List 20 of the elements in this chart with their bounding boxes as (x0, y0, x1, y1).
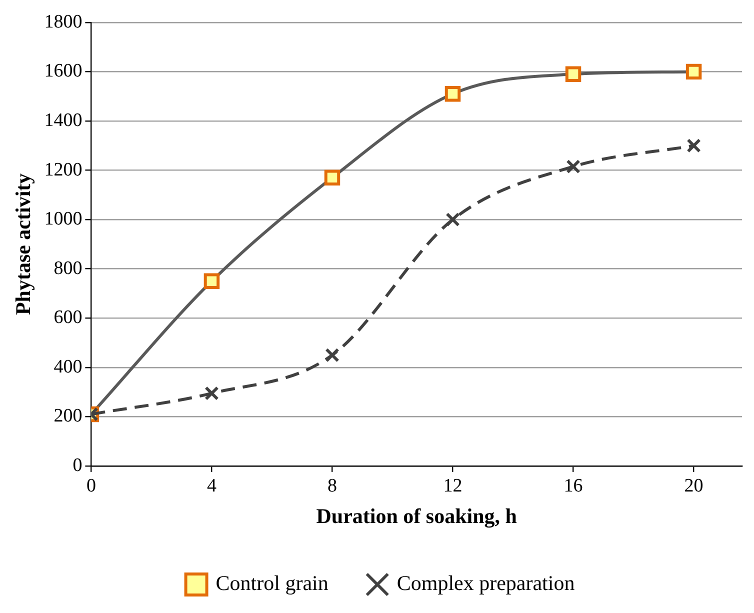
legend-label: Control grain (216, 571, 329, 596)
y-tick-label: 800 (54, 258, 82, 279)
x-tick-label: 16 (564, 475, 583, 496)
x-axis-title: Duration of soaking, h (316, 504, 518, 528)
y-tick-label: 600 (54, 307, 82, 328)
x-tick-label: 12 (443, 475, 462, 496)
x-tick-label: 0 (86, 475, 96, 496)
y-tick-label: 0 (72, 454, 82, 476)
y-tick-label: 200 (54, 406, 82, 427)
y-tick-label: 1800 (44, 11, 82, 32)
y-tick-label: 1000 (44, 208, 82, 230)
y-axis-title: Phytase activity (11, 172, 36, 316)
y-tick-label: 1400 (44, 110, 82, 131)
y-tick-label: 400 (54, 356, 82, 378)
x-tick-label: 20 (684, 475, 704, 496)
y-tick-label: 1200 (44, 159, 82, 180)
x-tick-label: 4 (206, 475, 217, 496)
x-tick-label: 8 (327, 475, 337, 496)
y-tick-label: 1600 (44, 60, 82, 82)
legend-label: Complex preparation (396, 571, 576, 596)
